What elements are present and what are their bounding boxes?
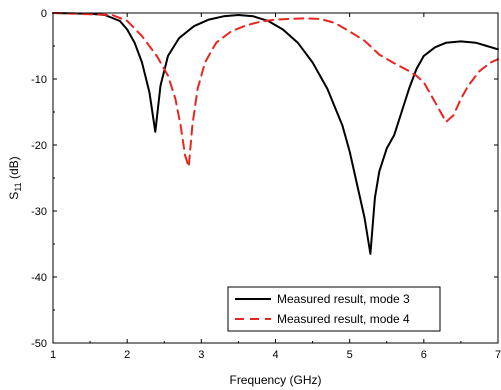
y-tick-label: -40: [31, 272, 47, 284]
legend-label-mode-4: Measured result, mode 4: [277, 312, 410, 326]
legend: Measured result, mode 3 Measured result,…: [227, 286, 441, 332]
x-axis-label: Frequency (GHz): [229, 373, 321, 387]
y-tick-label: -50: [31, 338, 47, 350]
x-tick-label: 3: [198, 349, 204, 361]
ticks: 1 2 3 4 5 6 7 0 -10 -20 -30 -40 -50: [31, 8, 501, 361]
y-tick-label: -30: [31, 206, 47, 218]
x-tick-label: 2: [124, 349, 130, 361]
x-tick-label: 6: [421, 349, 427, 361]
x-tick-label: 1: [50, 349, 56, 361]
series-line-mode-4: [52, 12, 499, 168]
y-axis-label-main: S: [7, 192, 21, 200]
series-line-mode-3: [52, 12, 499, 255]
plot-lines: [52, 12, 499, 255]
y-axis-label: S11 (dB): [7, 156, 23, 199]
x-tick-label: 4: [272, 349, 278, 361]
y-axis-label-unit: (dB): [7, 156, 21, 182]
y-tick-label: 0: [41, 8, 47, 20]
y-tick-label: -10: [31, 74, 47, 86]
y-tick-label: -20: [31, 140, 47, 152]
x-tick-label: 7: [495, 349, 501, 361]
y-axis-label-subscript: 11: [13, 182, 23, 191]
legend-box: [227, 286, 441, 332]
legend-label-mode-3: Measured result, mode 3: [277, 292, 410, 306]
x-tick-label: 5: [347, 349, 353, 361]
